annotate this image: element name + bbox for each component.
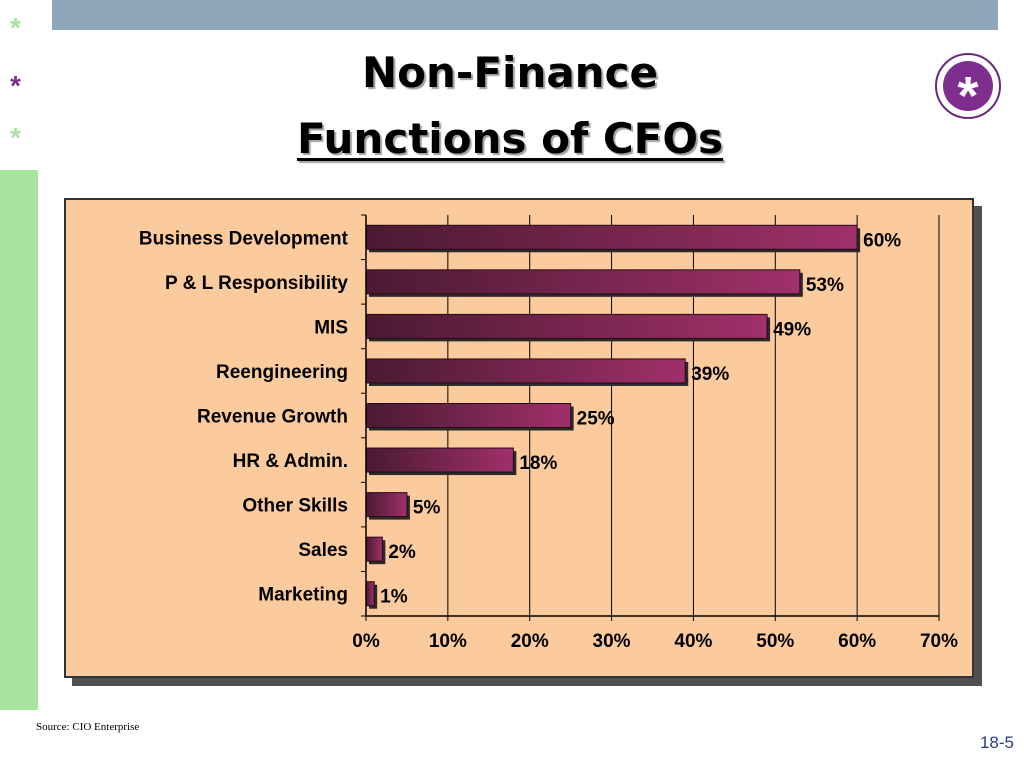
data-label: 5% <box>413 498 441 519</box>
category-label: Marketing <box>258 585 348 606</box>
bar <box>365 536 383 562</box>
bar <box>365 224 858 250</box>
bar <box>365 358 686 384</box>
x-tick-label: 40% <box>674 631 712 652</box>
x-tick-label: 10% <box>429 631 467 652</box>
category-label: HR & Admin. <box>233 451 348 472</box>
top-decor-bar <box>52 0 998 30</box>
category-label: Business Development <box>139 228 349 249</box>
bar <box>365 403 572 428</box>
bar <box>365 269 801 295</box>
decor-star-1: * <box>10 12 21 43</box>
data-label: 39% <box>691 364 729 385</box>
decor-star-2: * <box>10 70 21 101</box>
category-label: Revenue Growth <box>197 407 348 428</box>
data-label: 53% <box>806 275 844 296</box>
bar <box>365 581 375 607</box>
page-number: 18-5 <box>979 733 1014 752</box>
data-label: 49% <box>773 319 811 340</box>
category-label: P & L Responsibility <box>165 273 348 294</box>
x-tick-label: 0% <box>352 631 380 652</box>
category-label: Other Skills <box>242 496 348 517</box>
data-label: 18% <box>519 453 557 474</box>
x-tick-label: 20% <box>511 631 549 652</box>
category-label: Sales <box>298 540 348 561</box>
x-tick-label: 50% <box>756 631 794 652</box>
bar-chart: 0% 10% 20% 30% 40% 50% 60% 70% Business Developm… <box>139 214 958 652</box>
slide-title-line-2: Functions of CFOs <box>296 114 724 163</box>
data-label: 1% <box>380 587 408 608</box>
slide-title-line-1: Non-Finance <box>362 48 658 97</box>
data-label: 25% <box>577 409 615 430</box>
side-decor-bar <box>0 170 38 710</box>
bar <box>365 313 768 339</box>
data-label: 2% <box>388 542 416 563</box>
x-tick-label: 70% <box>920 631 958 652</box>
x-tick-label: 60% <box>838 631 876 652</box>
asterisk-badge-icon: * <box>935 53 1001 126</box>
bar <box>365 447 514 473</box>
data-label: 60% <box>863 230 901 251</box>
bar <box>365 492 408 518</box>
chart-panel: 0% 10% 20% 30% 40% 50% 60% 70% Business Developm… <box>64 198 974 678</box>
source-note: Source: CIO Enterprise <box>36 721 140 733</box>
category-label: Reengineering <box>216 362 348 383</box>
asterisk-symbol: * <box>943 61 993 126</box>
x-tick-label: 30% <box>593 631 631 652</box>
decor-star-3: * <box>10 122 21 153</box>
category-label: MIS <box>314 317 348 338</box>
